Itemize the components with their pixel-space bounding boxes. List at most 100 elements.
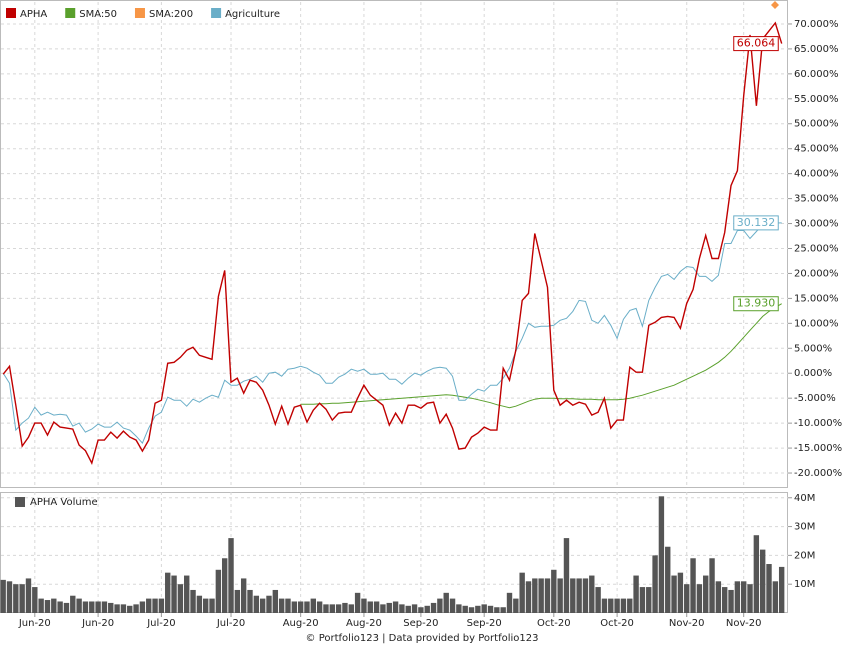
- volume-bar: [95, 601, 101, 613]
- volume-bar: [228, 538, 234, 613]
- volume-bar: [316, 601, 323, 613]
- volume-bar: [19, 584, 25, 613]
- volume-bar: [671, 575, 677, 613]
- legend-swatch: [211, 8, 222, 18]
- x-tick-label: Nov-20: [669, 618, 705, 629]
- volume-bar: [563, 538, 570, 613]
- volume-bar: [418, 607, 424, 613]
- volume-bar: [620, 598, 627, 613]
- legend-swatch: [6, 8, 16, 18]
- volume-bar: [424, 605, 430, 613]
- line-series: [300, 303, 782, 409]
- volume-bar: [323, 604, 329, 613]
- volume-bar: [405, 605, 411, 613]
- legend-label: Agriculture: [225, 9, 280, 20]
- legend-label: APHA: [20, 9, 47, 20]
- volume-bar: [399, 604, 405, 613]
- volume-bar: [652, 555, 658, 613]
- volume-bar: [89, 601, 95, 613]
- volume-bar: [133, 604, 139, 613]
- volume-bar: [253, 595, 260, 613]
- volume-bar: [152, 598, 158, 613]
- volume-bar: [494, 607, 500, 613]
- volume-bar: [481, 604, 487, 613]
- y-tick-label: 55.000%: [794, 94, 839, 105]
- end-label: 13.930: [737, 297, 776, 310]
- volume-bar: [108, 602, 114, 613]
- volume-bar: [570, 578, 576, 613]
- volume-bar: [614, 598, 620, 613]
- volume-bar: [747, 584, 753, 613]
- volume-bar: [684, 584, 690, 613]
- x-tick-label: Jul-20: [146, 618, 175, 629]
- volume-bar: [291, 601, 298, 613]
- volume-bar: [633, 575, 639, 613]
- volume-bar: [538, 578, 544, 613]
- icon: [771, 1, 779, 9]
- volume-bar: [171, 575, 177, 613]
- volume-bar: [722, 587, 728, 613]
- volume-bar: [32, 587, 38, 613]
- y-tick-label: 35.000%: [794, 194, 839, 205]
- volume-bar: [513, 598, 519, 613]
- volume-bar: [500, 607, 506, 613]
- volume-bar: [728, 589, 734, 613]
- y-tick-label: 15.000%: [794, 293, 839, 304]
- volume-bar: [165, 572, 171, 613]
- volume-bar: [361, 598, 367, 613]
- x-tick-label: Jun-20: [81, 618, 114, 629]
- volume-bar: [234, 589, 241, 613]
- legend-swatch: [134, 8, 145, 18]
- volume-bar: [272, 589, 279, 613]
- volume-bar: [184, 575, 190, 613]
- volume-bar: [70, 595, 76, 613]
- volume-bar: [196, 595, 203, 613]
- volume-bar: [639, 587, 646, 613]
- x-tick-label: Sep-20: [467, 618, 502, 629]
- volume-bar: [462, 605, 468, 613]
- y-tick-label: 60.000%: [794, 69, 839, 80]
- main-panel: [0, 0, 788, 488]
- volume-bar: [335, 604, 342, 613]
- volume-bar: [532, 578, 538, 613]
- volume-bar: [215, 569, 222, 613]
- volume-bar: [677, 572, 684, 613]
- x-tick-label: Oct-20: [600, 618, 634, 629]
- volume-bar: [658, 496, 665, 613]
- x-tick-label: Aug-20: [346, 618, 382, 629]
- volume-bar: [139, 601, 146, 613]
- volume-bar: [63, 602, 70, 613]
- y-tick-label: 0.000%: [794, 368, 832, 379]
- footer: © Portfolio123 | Data provided by Portfo…: [306, 633, 539, 644]
- volume-bar: [601, 598, 608, 613]
- x-tick-label: Sep-20: [403, 618, 438, 629]
- volume-bar: [120, 604, 127, 613]
- volume-bar: [51, 598, 57, 613]
- y-tick-label: 25.000%: [794, 243, 839, 254]
- volume-bar: [487, 605, 494, 613]
- x-tick-label: Jul-20: [216, 618, 245, 629]
- end-label: 66.064: [737, 37, 776, 50]
- volume-bar: [551, 569, 557, 613]
- end-label-box: [733, 36, 779, 52]
- y-tick-label: 70.000%: [794, 19, 839, 30]
- y-tick-label: 40.000%: [794, 169, 839, 180]
- volume-bar: [114, 604, 120, 613]
- volume-bar: [519, 572, 525, 613]
- volume-bar: [329, 604, 335, 613]
- volume-bar: [582, 578, 589, 613]
- volume-bar: [557, 578, 563, 613]
- volume-bar: [221, 558, 228, 613]
- volume-bar: [146, 598, 152, 613]
- y-tick-label: 20M: [794, 550, 815, 561]
- volume-bar: [101, 601, 108, 613]
- y-tick-label: 65.000%: [794, 44, 839, 55]
- y-tick-label: 30M: [794, 522, 815, 533]
- y-tick-label: 30.000%: [794, 219, 839, 230]
- volume-bar: [386, 602, 392, 613]
- volume-bar: [449, 598, 456, 613]
- volume-bar: [709, 558, 715, 613]
- legend-label: SMA:50: [79, 9, 117, 20]
- volume-bar: [766, 564, 772, 613]
